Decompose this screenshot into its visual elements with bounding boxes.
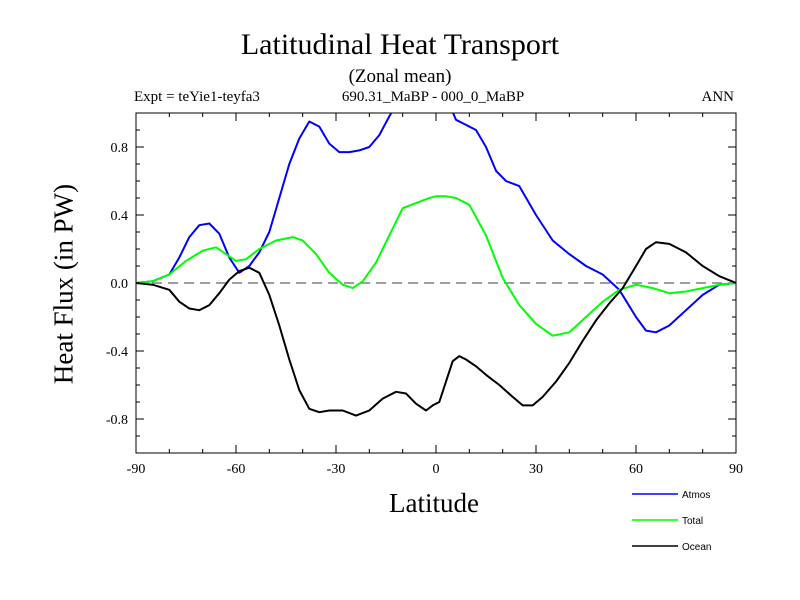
- x-tick-label: -90: [127, 462, 146, 477]
- x-tick-label: 30: [529, 462, 543, 477]
- y-tick-label: 0.4: [111, 209, 129, 224]
- period-label: 690.31_MaBP - 000_0_MaBP: [341, 89, 525, 105]
- experiment-label: Expt = teYie1-teyfa3: [134, 89, 260, 105]
- y-tick-label: 0.0: [111, 277, 129, 292]
- legend-label-total: Total: [682, 516, 703, 527]
- y-tick-label: 0.8: [111, 141, 129, 156]
- x-tick-label: 0: [433, 462, 440, 477]
- series-line-atmos: [136, 113, 736, 334]
- legend-label-atmos: Atmos: [682, 490, 710, 501]
- x-tick-label: -60: [227, 462, 246, 477]
- series-lines: [136, 113, 736, 417]
- series-line-total: [136, 195, 736, 337]
- y-tick-label: -0.4: [106, 345, 128, 360]
- y-tick-label: -0.8: [106, 413, 128, 428]
- legend-label-ocean: Ocean: [682, 542, 711, 553]
- season-label: ANN: [701, 89, 735, 105]
- legend: Atmos Total Ocean: [632, 490, 711, 553]
- axis-ticks: -90 -60 -30 0 30 60 90 -0.8 -0.4 0.0 0.4 0.8: [106, 113, 743, 477]
- x-tick-label: 90: [729, 462, 743, 477]
- series-line-ocean: [136, 241, 736, 417]
- chart-subtitle: (Zonal mean): [348, 66, 452, 87]
- x-tick-label: -30: [327, 462, 346, 477]
- y-axis-label: Heat Flux (in PW): [48, 183, 79, 385]
- x-tick-label: 60: [629, 462, 643, 477]
- x-axis-label: Latitude: [389, 488, 479, 518]
- chart-title: Latitudinal Heat Transport: [240, 28, 560, 61]
